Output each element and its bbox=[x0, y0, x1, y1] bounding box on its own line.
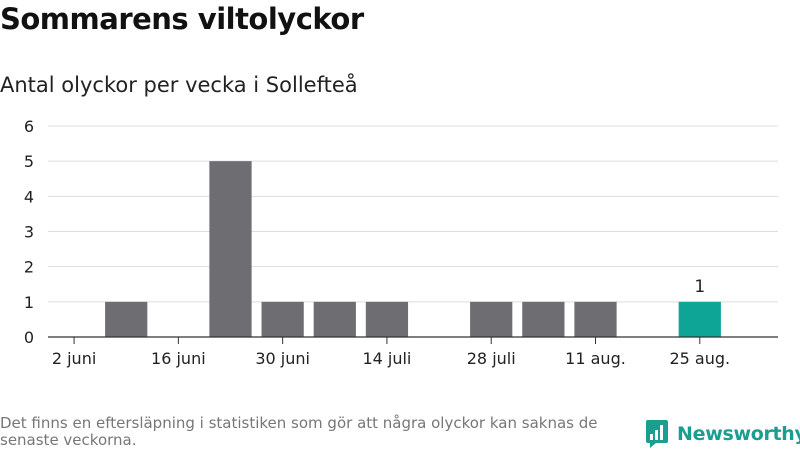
bar bbox=[313, 301, 356, 337]
x-tick-label: 11 aug. bbox=[565, 349, 626, 368]
bar bbox=[522, 301, 565, 337]
x-tick-label: 16 juni bbox=[151, 349, 206, 368]
bar bbox=[574, 301, 617, 337]
bar bbox=[365, 301, 409, 337]
bar-chart: 0 1 2 3 4 5 6 1 2 juni 16 juni 30 juni 14 juli 28 ju… bbox=[24, 117, 778, 368]
x-tick-label: 25 aug. bbox=[669, 349, 730, 368]
bar bbox=[261, 301, 304, 337]
data-label: 1 bbox=[694, 277, 705, 297]
x-tick-label: 28 juli bbox=[467, 349, 516, 368]
y-tick-label: 0 bbox=[24, 328, 34, 347]
footnote: Det finns en eftersläpning i statistiken… bbox=[0, 414, 598, 449]
y-tick-label: 3 bbox=[24, 223, 34, 242]
bar bbox=[678, 301, 721, 337]
newsworthy-logo-icon bbox=[646, 420, 668, 448]
x-tick-label: 2 juni bbox=[52, 349, 96, 368]
newsworthy-logo-text: Newsworthy bbox=[677, 423, 800, 445]
y-tick-label: 2 bbox=[24, 258, 34, 277]
chart-subtitle: Antal olyckor per vecka i Sollefteå bbox=[0, 73, 358, 97]
bar bbox=[470, 301, 513, 337]
y-tick-label: 4 bbox=[24, 187, 34, 206]
newsworthy-logo[interactable]: Newsworthy bbox=[644, 419, 800, 449]
x-tick-label: 30 juni bbox=[255, 349, 310, 368]
chart-title: Sommarens viltolyckor bbox=[0, 2, 364, 36]
y-tick-label: 1 bbox=[24, 293, 34, 312]
y-tick-label: 6 bbox=[24, 117, 34, 136]
y-tick-label: 5 bbox=[24, 152, 34, 171]
x-tick-label: 14 juli bbox=[362, 349, 411, 368]
bar bbox=[209, 161, 252, 337]
bar bbox=[105, 301, 148, 337]
